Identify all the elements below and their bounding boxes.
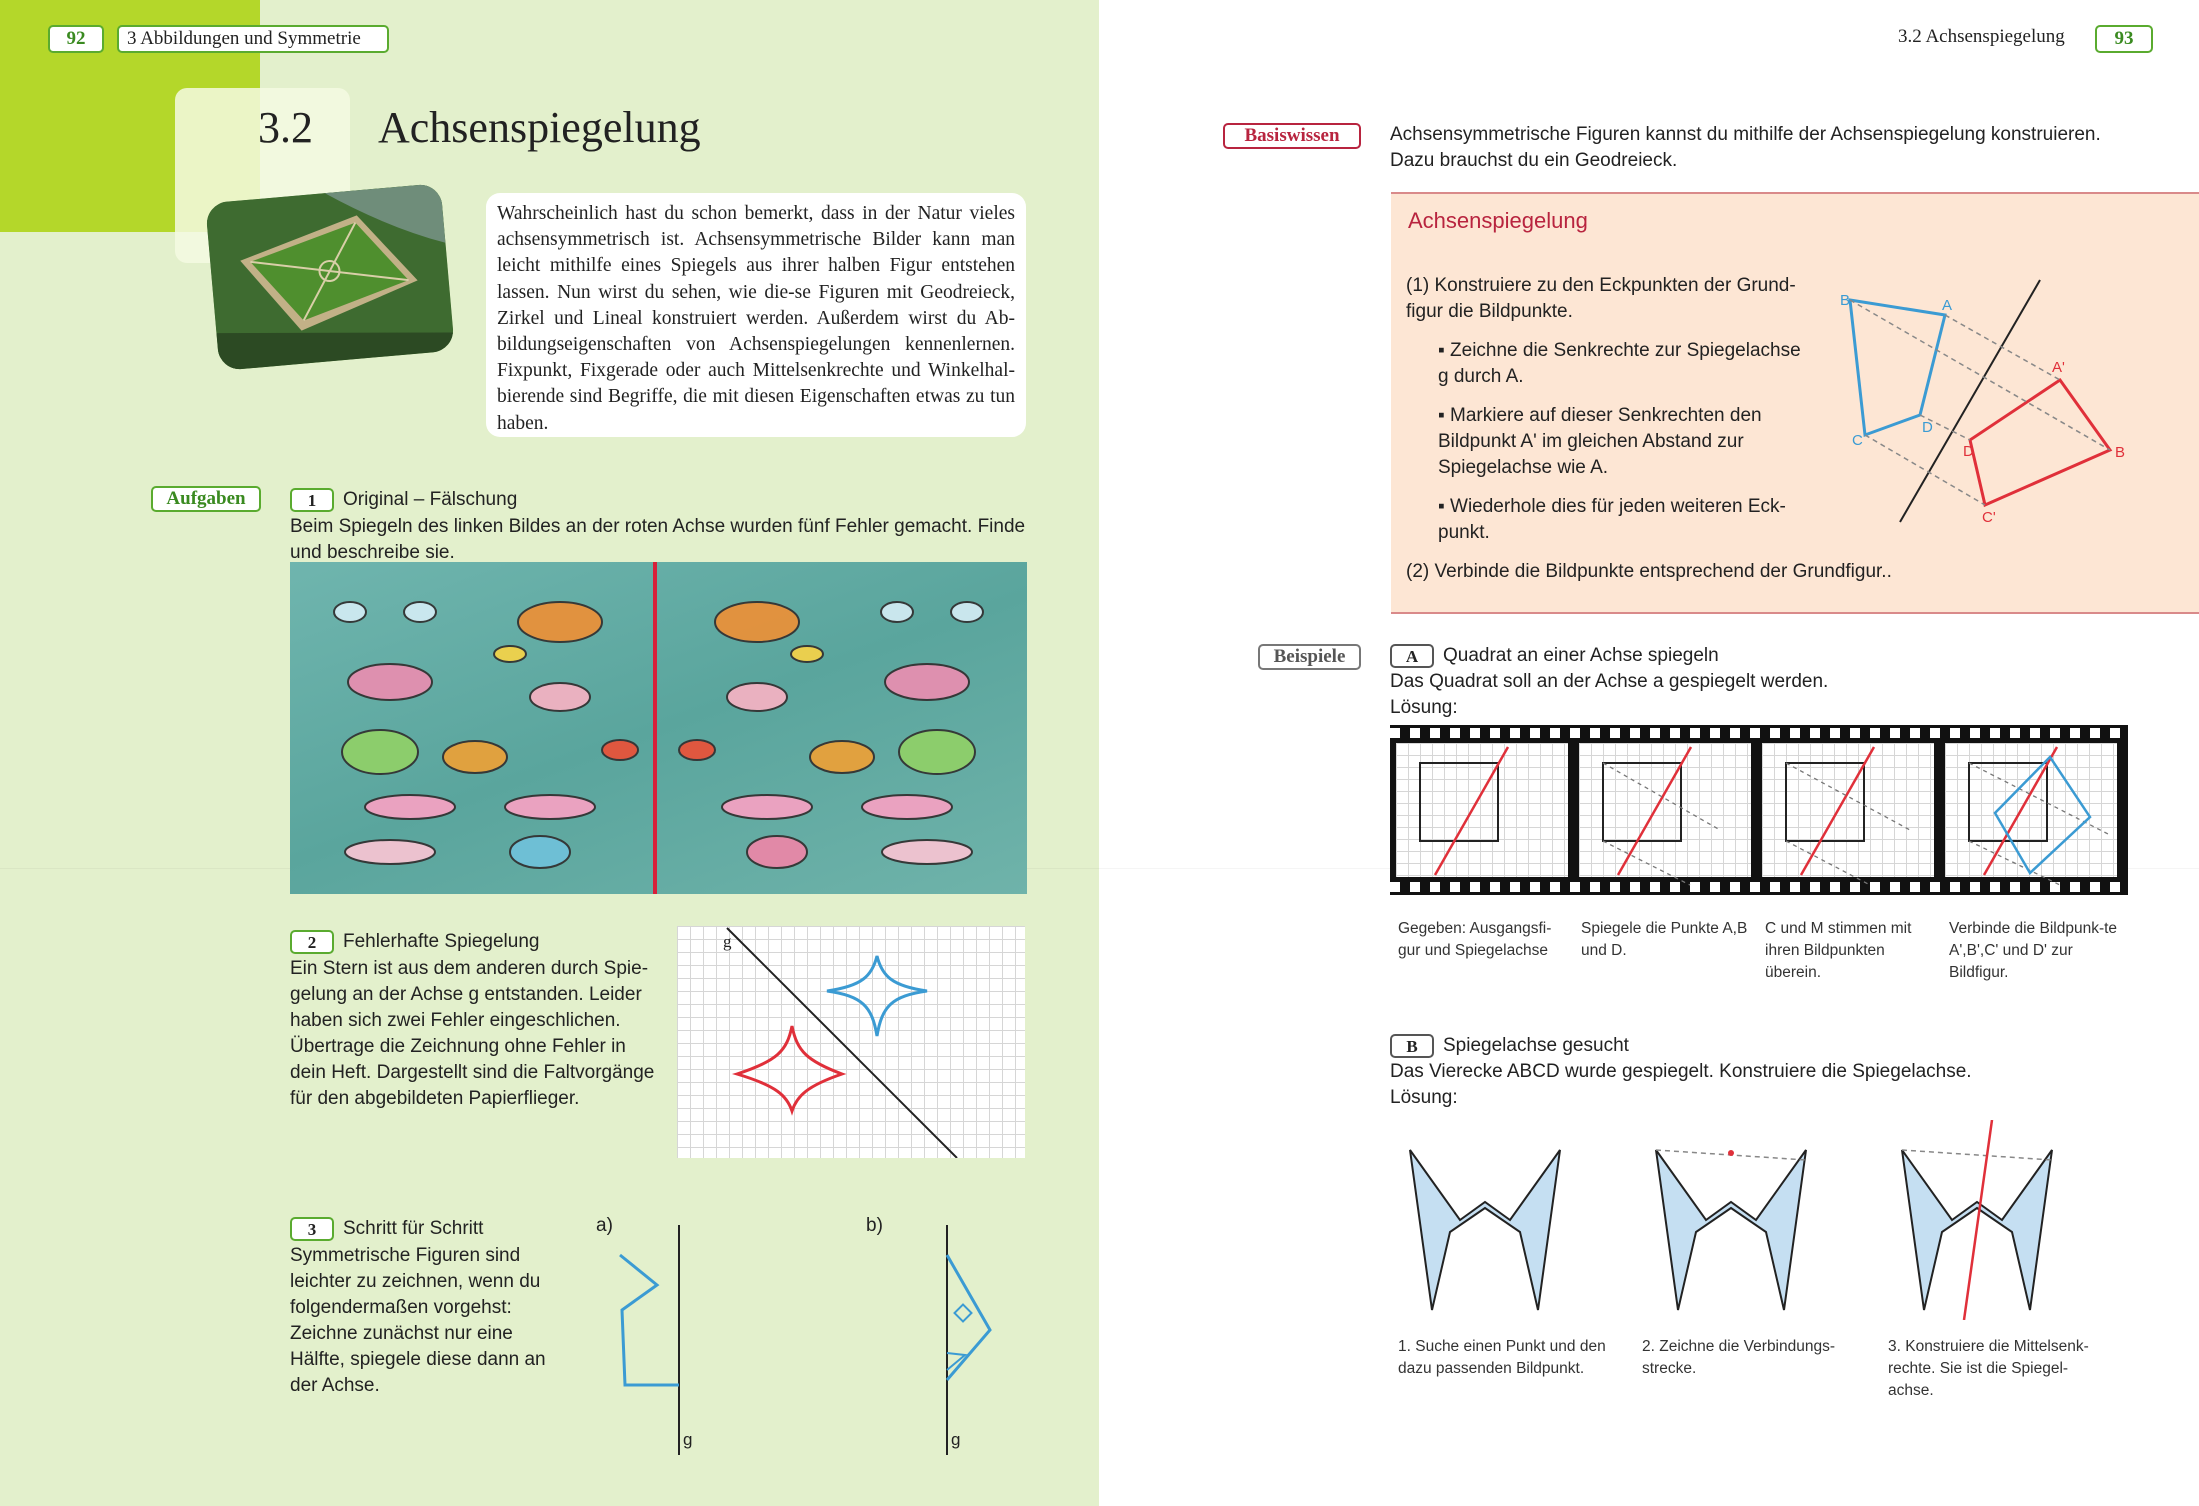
task-3-figures [619,1225,992,1455]
example-b-text: Das Vierecke ABCD wurde gespiegelt. Kons… [1390,1061,1972,1082]
box-step-1: (1) Konstruiere zu den Eckpunkten der Gr… [1406,275,1796,322]
right-header: 3.2 Achsenspiegelung [1898,26,2065,47]
label-C-img: C' [1982,509,1996,526]
box-bullet-1: ▪ Zeichne die Senkrechte zur Spiegelachs… [1438,340,1801,387]
example-a-caption-1: Gegeben: Ausgangsfi-gur und Spiegelachse [1398,920,1552,959]
example-b-solution: Lösung: [1390,1087,1458,1108]
fish-mirror-icon [678,601,984,869]
example-a-letter: A [1390,644,1434,668]
example-a-title: Quadrat an einer Achse spiegeln [1443,645,1719,666]
filmstrip [1390,725,2128,895]
task-3b-axis-label: g [951,1430,961,1449]
example-b-caption-3: 3. Konstruiere die Mittelsenk-rechte. Si… [1888,1338,2089,1399]
task-1-title: Original – Fälschung [343,489,518,510]
page-number-right: 93 [2095,25,2153,53]
task-2-axis-label: g [723,932,732,951]
task-3-title: Schritt für Schritt [343,1218,484,1239]
example-b-title: Spiegelachse gesucht [1443,1035,1629,1056]
label-B: B [1840,292,1850,309]
section-title: Achsenspiegelung [378,103,701,152]
task-3a-label: a) [596,1215,613,1236]
basiswissen-label: Basiswissen [1223,123,1361,149]
example-b-caption-2: 2. Zeichne die Verbindungs-strecke. [1642,1338,1836,1377]
task-1-text: Beim Spiegeln des linken Bildes an der r… [290,516,1026,563]
task-1-number: 1 [290,488,334,512]
intro-text: Wahrscheinlich hast du schon bemerkt, da… [486,193,1026,437]
box-bullet-2: ▪ Markiere auf dieser Senkrechten den Bi… [1438,405,1762,478]
film-frame-4 [1945,743,2117,877]
example-b-caption-1: 1. Suche einen Punkt und den dazu passen… [1398,1338,1606,1377]
label-C: C [1852,432,1863,449]
definition-box [1391,192,2199,614]
task-3a-axis-label: g [683,1430,693,1449]
box-bullet-2-text: Markiere auf dieser Senkrechten den Bild… [1438,405,1762,478]
beispiele-label: Beispiele [1258,644,1361,670]
task-3-number: 3 [290,1217,334,1241]
example-a-solution: Lösung: [1390,697,1458,718]
section-number: 3.2 [258,103,313,152]
page-crease [0,868,2199,869]
film-frame-2 [1579,743,1751,877]
film-frame-1 [1396,743,1568,877]
label-D: D [1922,419,1933,436]
basiswissen-intro: Achsensymmetrische Figuren kannst du mit… [1390,124,2101,171]
star-grid: g [677,926,1025,1158]
fish-icon [333,601,639,869]
task-3b-label: b) [866,1215,883,1236]
box-bullet-3-text: Wiederhole dies für jeden weiteren Eck-p… [1438,496,1786,543]
box-title: Achsenspiegelung [1408,208,1588,233]
chapter-header: 3 Abbildungen und Symmetrie [117,25,389,53]
definition-figure: B A D C A' B D C' [1840,279,2125,526]
box-bullet-3: ▪ Wiederhole dies für jeden weiteren Eck… [1438,496,1786,543]
example-b-letter: B [1390,1034,1434,1058]
example-b-figures [1409,1120,2053,1320]
garden-photo [205,183,455,371]
film-frame-3 [1762,743,1934,877]
task-2-text: Ein Stern ist aus dem anderen durch Spie… [290,958,655,1109]
task-2-title: Fehlerhafte Spiegelung [343,931,540,952]
example-a-caption-4: Verbinde die Bildpunk-te A',B',C' und D'… [1949,920,2118,981]
aufgaben-label: Aufgaben [151,486,261,512]
example-a-caption-2: Spiegele die Punkte A,B und D. [1581,920,1748,959]
label-A-img: A' [2052,359,2065,376]
label-B-img: B [2115,444,2125,461]
box-step-2: (2) Verbinde die Bildpunkte entsprechend… [1406,561,1892,582]
page-number-left: 92 [48,25,104,53]
label-A: A [1942,297,1952,314]
label-D-img: D [1963,443,1974,460]
fish-mirror-image [290,562,1027,894]
example-a-text: Das Quadrat soll an der Achse a gespiege… [1390,671,1829,692]
example-a-caption-3: C und M stimmen mit ihren Bildpunkten üb… [1765,920,1912,981]
box-bullet-1-text: Zeichne die Senkrechte zur Spiegelachse … [1438,340,1801,387]
task-3-text: Symmetrische Figuren sind leichter zu ze… [290,1245,546,1396]
task-2-number: 2 [290,930,334,954]
